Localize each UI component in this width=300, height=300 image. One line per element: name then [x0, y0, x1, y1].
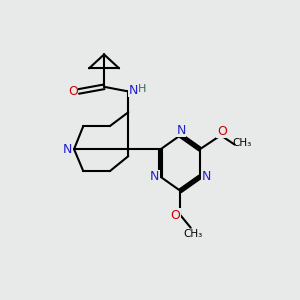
Text: O: O	[68, 85, 78, 98]
Text: N: N	[202, 170, 211, 183]
Text: H: H	[138, 84, 146, 94]
Text: N: N	[149, 170, 159, 183]
Text: N: N	[176, 124, 186, 137]
Text: N: N	[63, 143, 72, 156]
Text: CH₃: CH₃	[183, 229, 202, 238]
Text: O: O	[217, 125, 227, 138]
Text: N: N	[129, 84, 138, 97]
Text: O: O	[170, 208, 180, 221]
Text: CH₃: CH₃	[232, 138, 251, 148]
